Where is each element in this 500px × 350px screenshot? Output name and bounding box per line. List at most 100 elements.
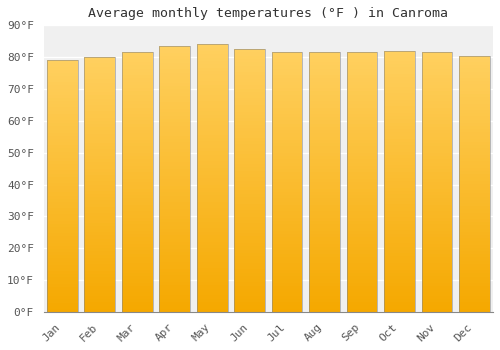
Bar (47, 164, 78, 167)
Bar (384, 211, 415, 214)
Bar (459, 270, 490, 273)
Bar (160, 176, 190, 179)
Bar (47, 202, 78, 205)
Bar (122, 263, 152, 266)
Bar (459, 299, 490, 302)
Bar (422, 166, 452, 169)
Bar (84, 140, 115, 143)
Bar (384, 263, 415, 266)
Bar (346, 283, 378, 286)
Bar (197, 165, 228, 168)
Bar (122, 94, 152, 98)
Bar (234, 69, 265, 72)
Bar (234, 56, 265, 59)
Bar (84, 299, 115, 302)
Bar (47, 85, 78, 89)
Bar (122, 75, 152, 78)
Bar (47, 66, 78, 70)
Bar (160, 169, 190, 172)
Bar (84, 181, 115, 184)
Bar (309, 273, 340, 276)
Bar (160, 96, 190, 99)
Bar (122, 302, 152, 306)
Bar (422, 208, 452, 211)
Bar (47, 258, 78, 261)
Bar (346, 146, 378, 150)
Bar (384, 54, 415, 57)
Bar (272, 160, 302, 163)
Bar (47, 73, 78, 76)
Bar (47, 177, 78, 180)
Bar (122, 52, 152, 56)
Bar (272, 107, 302, 111)
Bar (346, 257, 378, 260)
Bar (47, 199, 78, 202)
Bar (384, 250, 415, 253)
Bar (47, 89, 78, 92)
Bar (459, 206, 490, 209)
Bar (384, 51, 415, 312)
Bar (346, 101, 378, 104)
Bar (122, 253, 152, 257)
Bar (272, 59, 302, 62)
Bar (197, 295, 228, 299)
Bar (346, 111, 378, 114)
Bar (84, 216, 115, 219)
Bar (422, 273, 452, 276)
Bar (47, 139, 78, 142)
Bar (84, 306, 115, 309)
Bar (459, 94, 490, 97)
Bar (160, 172, 190, 176)
Bar (422, 302, 452, 306)
Bar (272, 260, 302, 263)
Bar (160, 262, 190, 265)
Bar (160, 192, 190, 196)
Bar (84, 191, 115, 194)
Bar (346, 156, 378, 160)
Bar (459, 91, 490, 94)
Bar (160, 46, 190, 49)
Bar (122, 276, 152, 280)
Bar (197, 222, 228, 225)
Bar (197, 228, 228, 232)
Bar (309, 56, 340, 59)
Bar (160, 79, 190, 83)
Bar (459, 293, 490, 296)
Bar (422, 228, 452, 231)
Bar (84, 92, 115, 95)
Bar (422, 244, 452, 247)
Bar (84, 73, 115, 76)
Bar (346, 150, 378, 153)
Bar (84, 146, 115, 149)
Bar (197, 158, 228, 161)
Bar (84, 63, 115, 67)
Bar (234, 134, 265, 138)
Bar (122, 153, 152, 156)
Bar (309, 182, 340, 186)
Bar (422, 198, 452, 202)
Bar (47, 126, 78, 130)
Bar (160, 189, 190, 192)
Bar (197, 275, 228, 279)
Bar (122, 124, 152, 127)
Bar (384, 149, 415, 152)
Bar (84, 201, 115, 204)
Bar (160, 269, 190, 272)
Bar (384, 80, 415, 83)
Bar (47, 230, 78, 233)
Bar (309, 211, 340, 215)
Bar (459, 84, 490, 88)
Bar (309, 91, 340, 95)
Bar (84, 274, 115, 277)
Bar (234, 204, 265, 207)
Bar (272, 195, 302, 198)
Bar (197, 105, 228, 108)
Bar (346, 88, 378, 91)
Bar (459, 306, 490, 309)
Bar (122, 280, 152, 283)
Bar (384, 162, 415, 165)
Bar (122, 133, 152, 137)
Bar (422, 186, 452, 189)
Bar (122, 186, 152, 189)
Bar (197, 255, 228, 258)
